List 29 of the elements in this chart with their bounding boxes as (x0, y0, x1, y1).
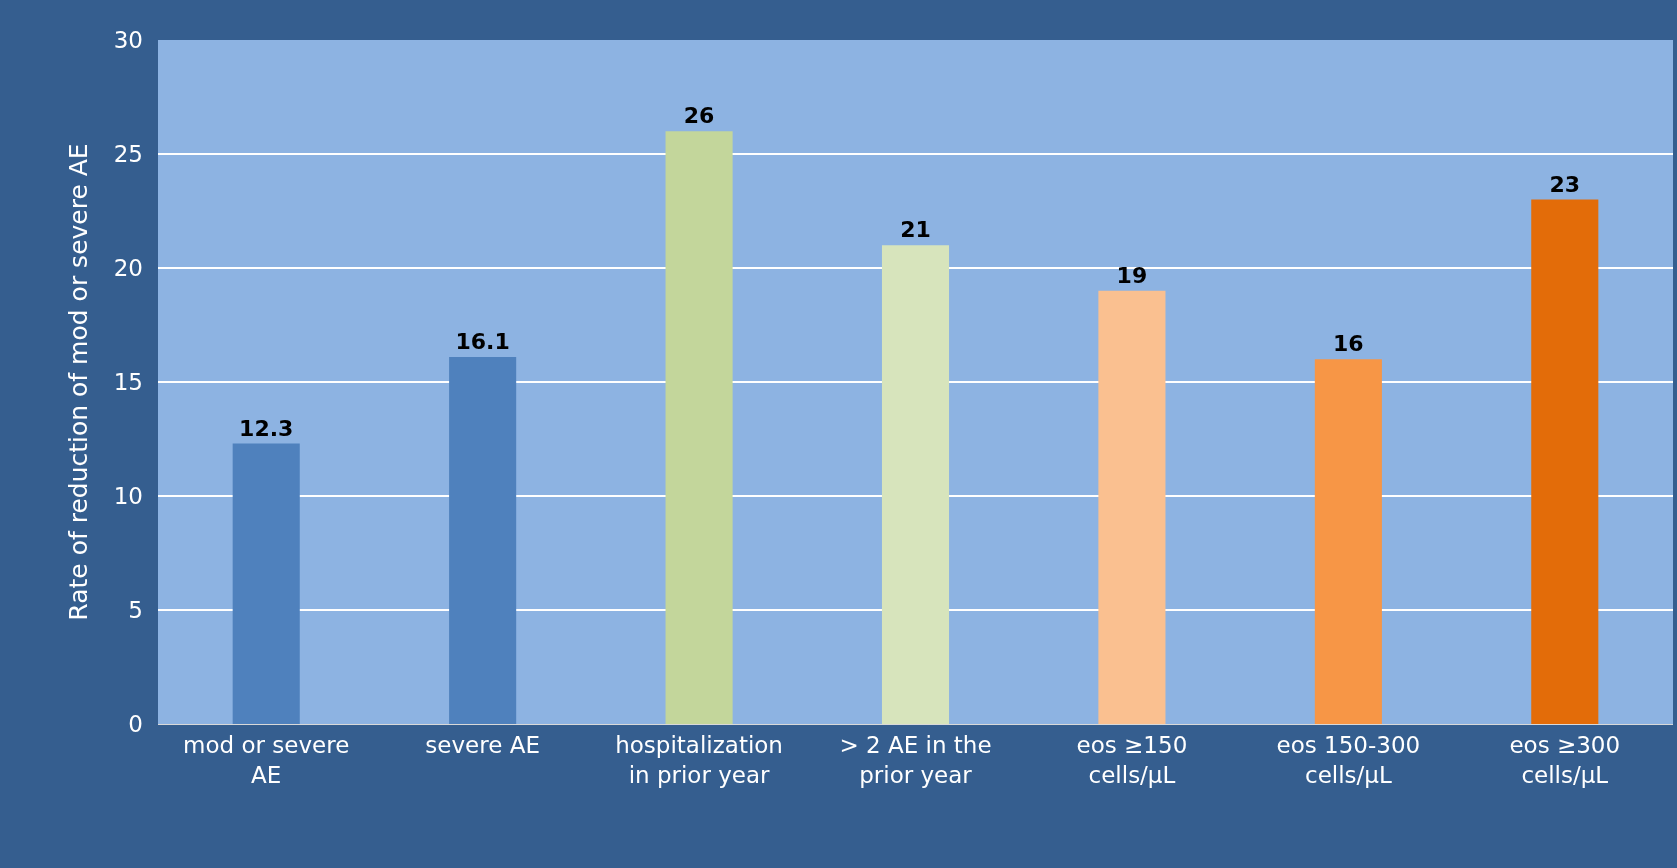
data-label: 19 (1116, 262, 1148, 288)
data-label: 26 (683, 103, 715, 129)
y-tick-label: 30 (113, 27, 143, 54)
bar (1531, 199, 1599, 724)
x-tick-label: hospitalization in prior year (615, 731, 783, 788)
data-label: 21 (900, 217, 931, 243)
data-label: 23 (1549, 171, 1581, 197)
x-tick-label: eos ≥150 cells/μL (1076, 731, 1188, 788)
x-tick-label: eos 150-300 cells/μL (1276, 731, 1421, 788)
bar (449, 356, 517, 724)
bar (1314, 359, 1382, 724)
y-tick-label: 10 (113, 483, 143, 510)
y-tick-label: 20 (113, 255, 143, 282)
bar (665, 131, 733, 724)
x-tick-label: eos ≥300 cells/μL (1509, 731, 1621, 788)
bar (881, 245, 950, 724)
data-label: 12.3 (239, 415, 294, 441)
data-label: 16 (1333, 331, 1364, 357)
y-axis-title: Rate of reduction of mod or severe AE (64, 143, 94, 621)
y-tick-label: 0 (128, 711, 143, 738)
x-tick-label: mod or severe AE (183, 731, 350, 788)
bar (1098, 290, 1166, 724)
x-tick-label: severe AE (425, 731, 540, 758)
x-tick-label: > 2 AE in the prior year (839, 731, 992, 788)
data-label: 16.1 (455, 328, 510, 354)
bar (232, 443, 300, 724)
y-tick-label: 15 (113, 369, 143, 396)
y-tick-label: 25 (113, 141, 143, 168)
y-tick-label: 5 (128, 597, 143, 624)
